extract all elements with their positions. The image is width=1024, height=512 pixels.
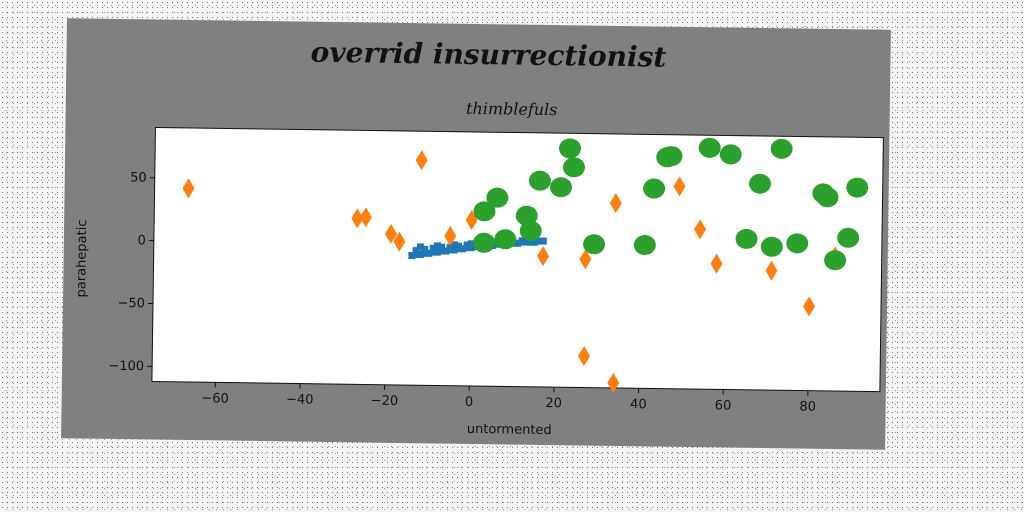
plot-area [151, 127, 884, 393]
circle-point [643, 178, 666, 199]
circle-point [558, 138, 581, 159]
plot-background [151, 127, 884, 393]
x-axis-label: untormented [467, 422, 552, 438]
x-tick-label: 40 [630, 397, 647, 412]
x-tick-label: 80 [799, 400, 816, 415]
diamond-point [351, 208, 364, 229]
circle-point [735, 228, 758, 249]
diamond-point [537, 246, 550, 267]
y-axis-label: parahepatic [74, 219, 90, 297]
circle-point [660, 146, 683, 167]
circle-point [473, 201, 496, 222]
circle-point [846, 177, 869, 198]
diamond-point [609, 193, 622, 214]
circle-point [515, 205, 538, 226]
circle-point [748, 173, 771, 194]
circle-point [770, 138, 793, 159]
diamond-point [359, 207, 372, 228]
circle-point [583, 234, 606, 255]
circle-point [549, 177, 572, 198]
y-tick-label: −50 [117, 296, 145, 311]
y-tick-label: 0 [137, 233, 145, 248]
circle-point [760, 236, 783, 257]
data-marks [182, 137, 869, 393]
scatter-chart: overrid insurrectionist thimblefuls −60−… [74, 36, 884, 438]
diamond-point [694, 219, 707, 240]
diamond-point [673, 176, 686, 197]
circle-point [528, 170, 551, 191]
diamond-point [385, 223, 398, 244]
diamond-point [393, 231, 406, 252]
x-tick-label: −60 [201, 391, 229, 406]
circle-point [698, 137, 721, 158]
y-tick-label: 50 [130, 170, 147, 185]
x-tick-label: −40 [286, 392, 314, 407]
circle-point [494, 229, 517, 250]
circle-point [824, 250, 847, 271]
circle-point [562, 157, 585, 178]
chart-title: overrid insurrectionist [310, 36, 666, 74]
x-tick-label: −20 [371, 394, 399, 409]
square-point [416, 243, 425, 251]
axes: −60 −40 −20 0 20 40 60 80 −100 −50 0 50 [108, 170, 816, 415]
diamond-point [607, 372, 620, 393]
x-tick-label: 0 [465, 395, 473, 410]
circle-point [486, 187, 509, 208]
y-tick-label: −100 [108, 359, 144, 374]
circle-point [519, 220, 542, 241]
x-tick-label: 20 [545, 396, 562, 411]
diamond-point [579, 249, 592, 270]
chart-subtitle: thimblefuls [466, 99, 558, 119]
circle-point [837, 227, 860, 248]
circle-point [633, 235, 656, 256]
circle-point [719, 144, 742, 165]
diamond-point [765, 260, 778, 281]
chart-figure: overrid insurrectionist thimblefuls −60−… [61, 18, 891, 450]
diamond-point [444, 226, 457, 247]
diamond-point [710, 253, 723, 274]
diamond-point [415, 150, 428, 171]
circle-point [786, 233, 809, 254]
diamond-point [182, 178, 195, 199]
circle-point [473, 232, 496, 253]
circle-point [816, 187, 839, 208]
diamond-point [803, 296, 816, 317]
x-tick-label: 60 [715, 398, 732, 413]
square-point [433, 242, 441, 250]
square-point [450, 241, 458, 249]
diamond-point [578, 346, 591, 367]
square-point [539, 237, 547, 245]
square-point [518, 237, 526, 245]
